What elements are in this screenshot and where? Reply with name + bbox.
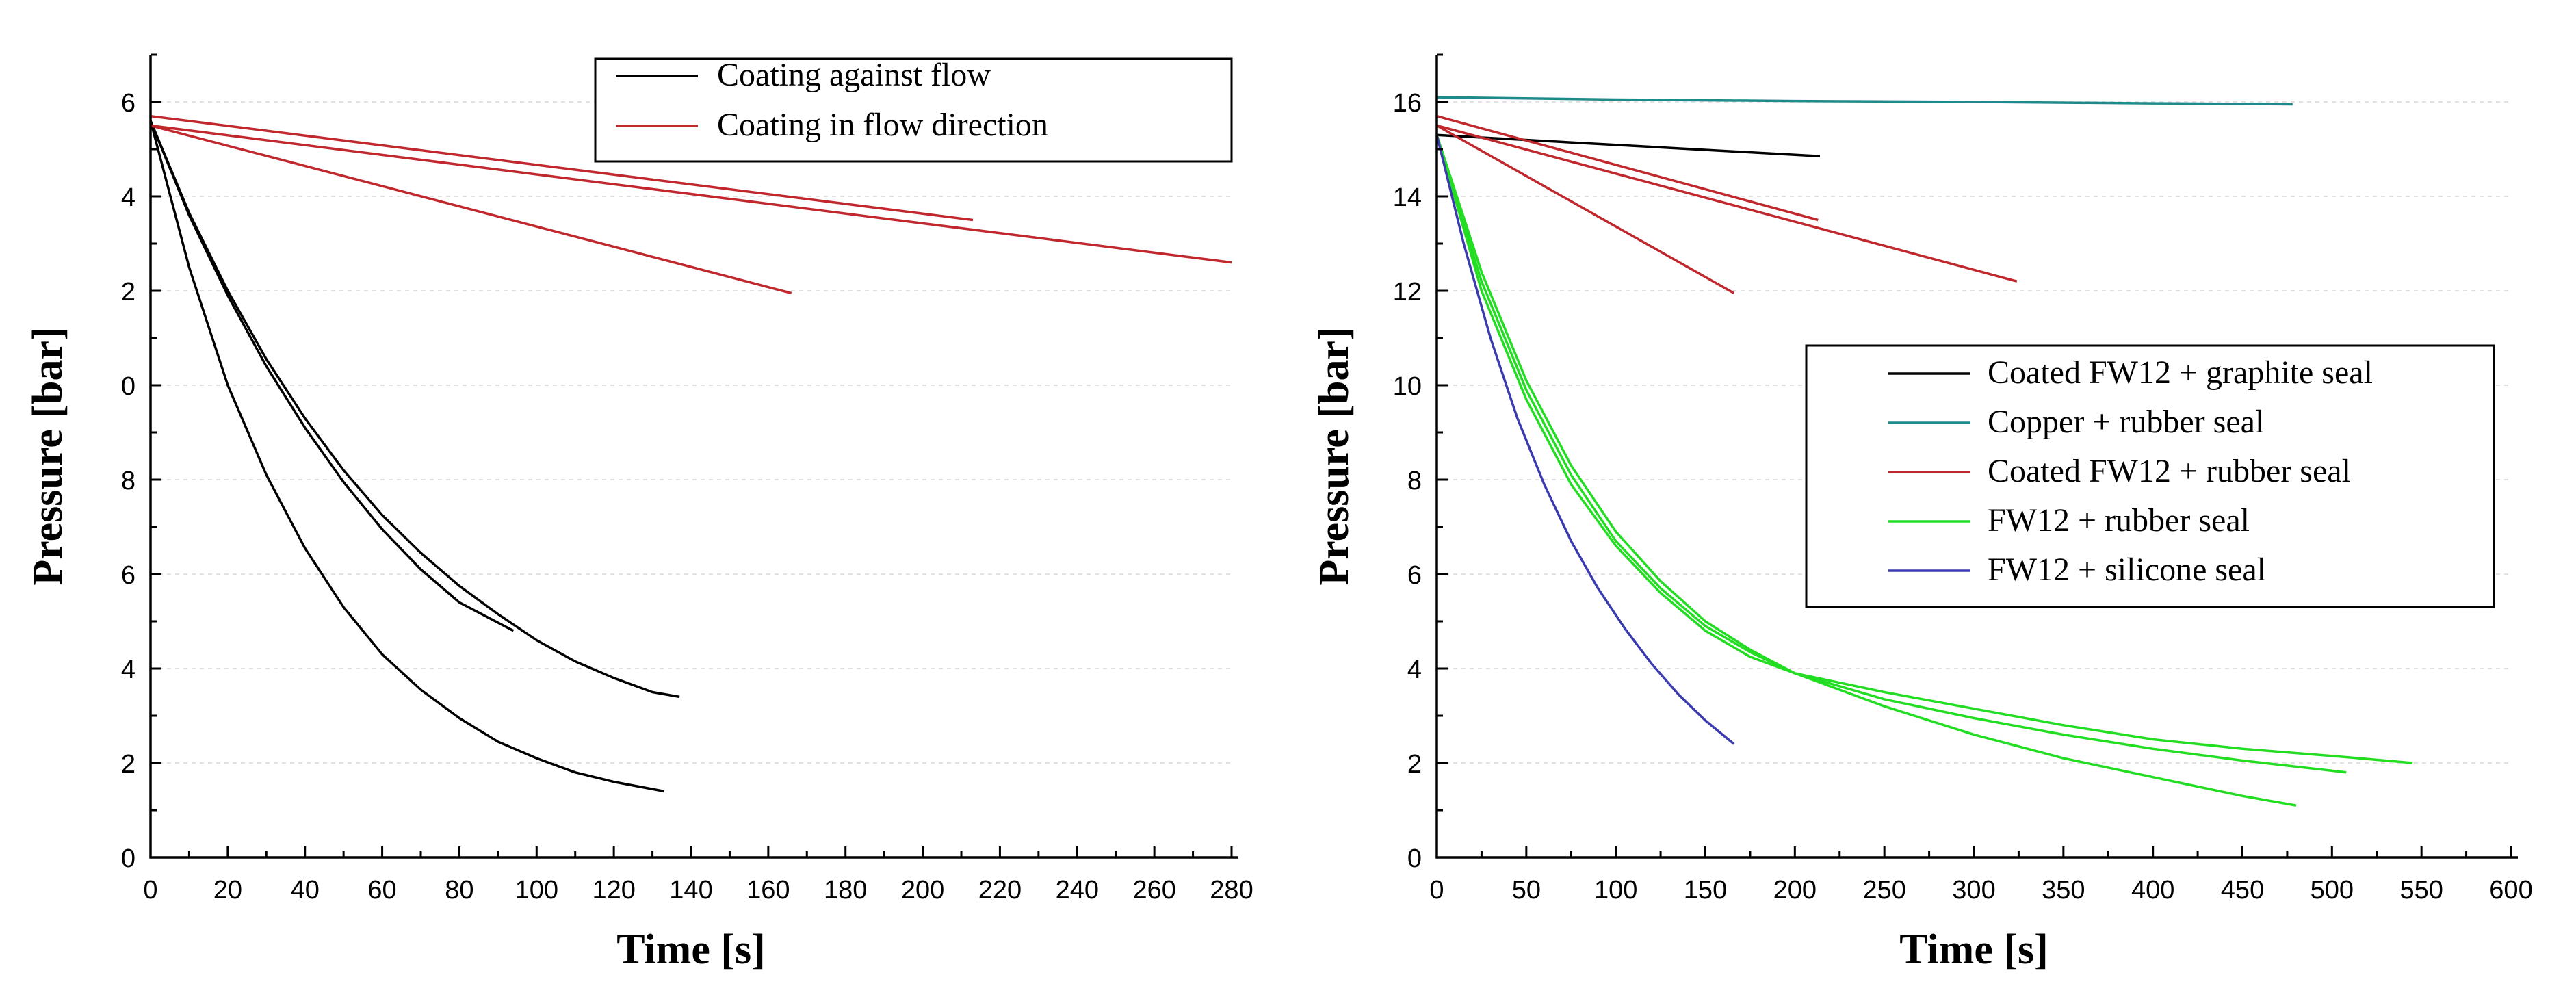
y-tick-label: 0 xyxy=(1407,844,1422,873)
series-line-fw12-rubber-seal-7 xyxy=(1435,134,2413,764)
x-tick-label: 150 xyxy=(1684,876,1727,905)
legend-box xyxy=(594,57,1233,163)
y-tick-label: 4 xyxy=(1407,656,1422,684)
y-tick-label: 6 xyxy=(121,561,135,590)
series-line-coated-fw12-rubber-seal-3 xyxy=(1436,115,1819,222)
legend-label: FW12 + silicone seal xyxy=(1988,552,2266,588)
x-axis-title: Time [s] xyxy=(1899,926,2048,973)
y-tick-label: 0 xyxy=(121,844,135,873)
x-tick-label: 60 xyxy=(367,876,396,905)
y-tick-label: 2 xyxy=(121,750,135,779)
series-line-coated-fw12-graphite-seal-0 xyxy=(1436,133,1821,158)
series-line-fw12-rubber-seal-5 xyxy=(1435,134,2297,807)
y-tick-label: 6 xyxy=(1407,561,1422,590)
x-tick-label: 0 xyxy=(1429,876,1444,905)
x-tick-label: 100 xyxy=(515,876,558,905)
x-tick-label: 180 xyxy=(824,876,867,905)
x-tick-label: 0 xyxy=(143,876,157,905)
y-tick-label: 12 xyxy=(1393,278,1422,307)
x-tick-label: 50 xyxy=(1512,876,1541,905)
series-line-fw12-silicone-seal-8 xyxy=(1435,134,1735,745)
y-tick-label: 16 xyxy=(1393,89,1422,118)
x-tick-label: 200 xyxy=(1773,876,1817,905)
legend-label: Coating in flow direction xyxy=(717,107,1048,143)
y-tick-label: 10 xyxy=(1393,372,1422,401)
x-axis-title: Time [s] xyxy=(616,926,766,973)
x-tick-label: 100 xyxy=(1594,876,1637,905)
x-tick-label: 220 xyxy=(978,876,1022,905)
series-line-coating-against-flow-1 xyxy=(149,120,515,632)
x-tick-label: 200 xyxy=(901,876,944,905)
chart-panel-right: 0 50 100 150 200 250 300 350 400 450 500 550 600 0 2 4 6… xyxy=(1311,53,2533,973)
series-line-coating-in-flow-direction-5 xyxy=(150,124,1232,264)
x-tick-label: 550 xyxy=(2399,876,2443,905)
series-line-coated-fw12-rubber-seal-2 xyxy=(1436,124,1735,295)
legend-label: Coated FW12 + graphite seal xyxy=(1988,354,2373,391)
y-axis-title: Pressure [bar] xyxy=(1311,326,1357,585)
x-tick-label: 80 xyxy=(445,876,473,905)
x-tick-label: 500 xyxy=(2311,876,2354,905)
legend-label: Copper + rubber seal xyxy=(1988,404,2264,440)
x-tick-label: 350 xyxy=(2042,876,2085,905)
x-tick-label: 280 xyxy=(1210,876,1253,905)
y-tick-label: 8 xyxy=(121,467,135,495)
legend-label: Coating against flow xyxy=(717,57,991,93)
series-line-coating-in-flow-direction-3 xyxy=(150,124,792,295)
x-tick-label: 250 xyxy=(1862,876,1905,905)
legend-label: FW12 + rubber seal xyxy=(1988,502,2250,539)
y-tick-label: 0 xyxy=(121,372,135,401)
axes xyxy=(149,55,1238,859)
x-tick-label: 120 xyxy=(592,876,635,905)
y-tick-label: 2 xyxy=(121,278,135,307)
x-tick-label: 160 xyxy=(746,876,790,905)
series-line-copper-rubber-seal-1 xyxy=(1436,96,2293,106)
y-tick-label: 4 xyxy=(121,656,135,684)
series-line-coating-against-flow-2 xyxy=(149,120,680,699)
x-tick-label: 40 xyxy=(291,876,320,905)
x-tick-label: 20 xyxy=(213,876,242,905)
legend-label: Coated FW12 + rubber seal xyxy=(1988,453,2351,489)
x-tick-label: 240 xyxy=(1056,876,1099,905)
series-line-fw12-rubber-seal-6 xyxy=(1435,134,2347,774)
x-tick-label: 260 xyxy=(1132,876,1175,905)
y-axis-title: Pressure [bar] xyxy=(25,326,71,585)
chart-panel-left: 0 20 40 60 80 100 120 140 160 180 200 220 240 260 2800… xyxy=(25,53,1253,973)
series-line-coated-fw12-rubber-seal-4 xyxy=(1436,124,2018,283)
x-tick-label: 140 xyxy=(669,876,712,905)
legend-box xyxy=(1805,344,2495,608)
y-tick-label: 8 xyxy=(1407,467,1422,495)
x-tick-label: 450 xyxy=(2221,876,2264,905)
x-tick-label: 400 xyxy=(2131,876,2174,905)
x-tick-label: 600 xyxy=(2489,876,2532,905)
y-tick-label: 14 xyxy=(1393,183,1422,212)
y-tick-label: 2 xyxy=(1407,750,1422,779)
series-line-coating-against-flow-0 xyxy=(149,120,664,793)
series-line-coating-in-flow-direction-4 xyxy=(150,114,974,222)
x-tick-label: 300 xyxy=(1952,876,1995,905)
y-tick-label: 4 xyxy=(121,183,135,212)
y-tick-label: 6 xyxy=(121,89,135,118)
